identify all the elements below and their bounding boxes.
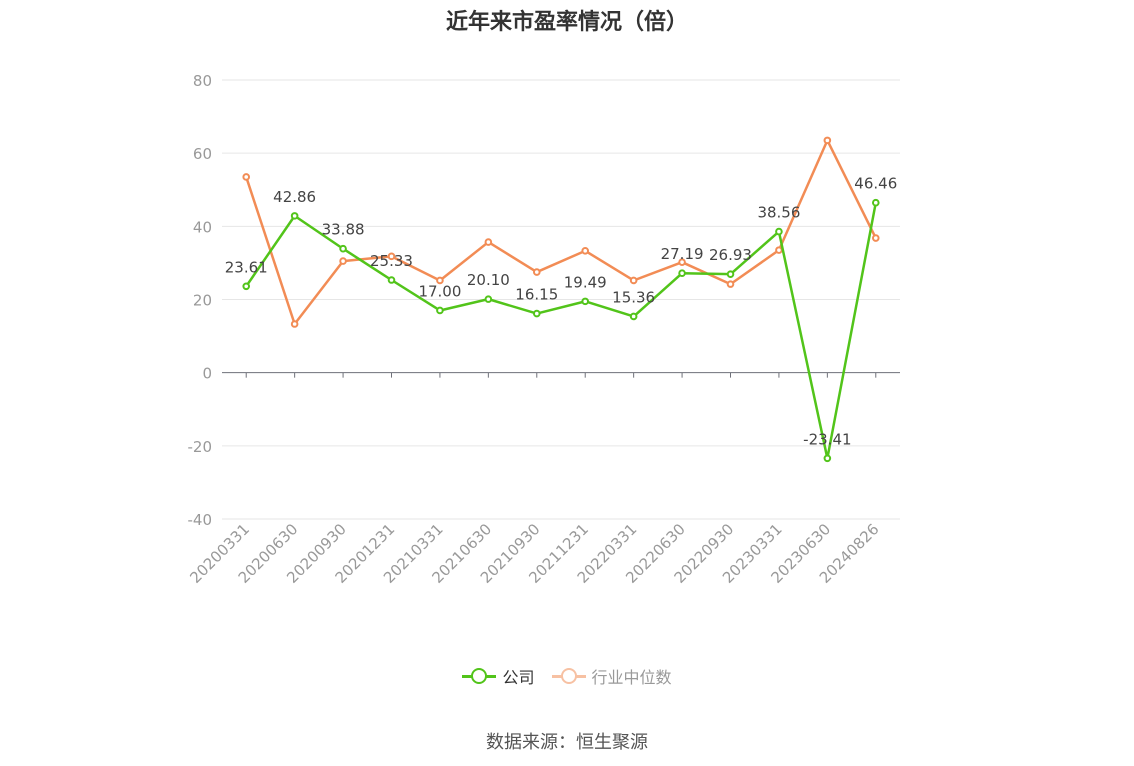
legend-item-company[interactable]: 公司 <box>462 664 534 688</box>
data-source-note: 数据来源：恒生聚源 <box>486 732 648 753</box>
data-point-industry-median[interactable] <box>629 276 638 285</box>
legend-label-industry-median: 行业中位数 <box>591 668 672 687</box>
data-point-industry-median[interactable] <box>871 234 880 242</box>
data-label: 16.15 <box>515 286 558 304</box>
data-point-industry-median[interactable] <box>339 257 347 265</box>
series-layer <box>242 136 880 463</box>
data-point-industry-median[interactable] <box>242 173 251 181</box>
grid-layer <box>222 79 900 520</box>
label-layer: 23.61 42.86 33.88 25.33 17.00 20.10 16.15 19.49… <box>225 175 898 449</box>
data-label: 19.49 <box>564 273 607 291</box>
line-chart: -40-200204060802020033120200630202009302… <box>186 72 900 587</box>
chart-title: 近年来市盈率情况（倍） <box>445 10 688 35</box>
data-label: 15.36 <box>612 288 655 306</box>
data-label: -23.41 <box>803 430 851 448</box>
legend-label-company: 公司 <box>502 668 535 687</box>
y-tick-label: 40 <box>193 218 212 236</box>
data-point-industry-median[interactable] <box>290 320 299 328</box>
y-tick-label: -40 <box>188 511 213 529</box>
data-point-industry-median[interactable] <box>387 252 396 261</box>
data-point-industry-median[interactable] <box>823 136 832 145</box>
data-point-industry-median[interactable] <box>726 280 735 288</box>
data-label: 42.86 <box>273 188 316 206</box>
data-point-company[interactable] <box>532 309 541 318</box>
data-point-company[interactable] <box>726 270 735 278</box>
y-tick-label: -20 <box>188 438 213 456</box>
legend-swatch-industry-median <box>551 668 586 684</box>
data-point-company[interactable] <box>436 306 444 315</box>
data-label: 33.88 <box>322 221 365 239</box>
data-point-company[interactable] <box>871 198 880 207</box>
data-label: 17.00 <box>418 282 461 300</box>
axis-layer: -40-200204060802020033120200630202009302… <box>186 72 900 587</box>
data-label: 27.19 <box>661 245 704 263</box>
legend-swatch-company <box>462 668 497 684</box>
data-point-industry-median[interactable] <box>581 247 590 255</box>
data-label: 23.61 <box>225 258 268 276</box>
data-point-company[interactable] <box>339 244 347 253</box>
data-label: 25.33 <box>370 252 413 270</box>
legend: 公司 行业中位数 <box>0 664 1134 688</box>
data-point-company[interactable] <box>484 295 493 303</box>
data-point-industry-median[interactable] <box>484 238 493 246</box>
data-label: 46.46 <box>854 175 897 193</box>
data-point-company[interactable] <box>290 212 299 220</box>
data-label: 20.10 <box>467 271 510 289</box>
data-point-industry-median[interactable] <box>436 276 444 285</box>
y-tick-label: 0 <box>202 365 212 383</box>
data-point-industry-median[interactable] <box>678 258 686 266</box>
data-label: 26.93 <box>709 246 752 264</box>
series-line-company <box>245 202 878 460</box>
data-point-company[interactable] <box>775 227 783 236</box>
data-point-company[interactable] <box>629 312 638 321</box>
y-tick-label: 60 <box>193 145 212 163</box>
data-label: 38.56 <box>757 204 800 222</box>
data-point-company[interactable] <box>387 276 396 284</box>
y-tick-label: 80 <box>193 72 212 90</box>
data-point-industry-median[interactable] <box>775 246 783 254</box>
y-tick-label: 20 <box>193 292 212 310</box>
data-point-industry-median[interactable] <box>532 268 541 276</box>
data-point-company[interactable] <box>678 269 686 277</box>
data-point-company[interactable] <box>581 297 590 306</box>
series-line-industry-median <box>245 139 877 326</box>
data-point-company[interactable] <box>242 282 251 291</box>
data-point-company[interactable] <box>823 454 832 463</box>
legend-item-industry-median[interactable]: 行业中位数 <box>551 664 672 688</box>
